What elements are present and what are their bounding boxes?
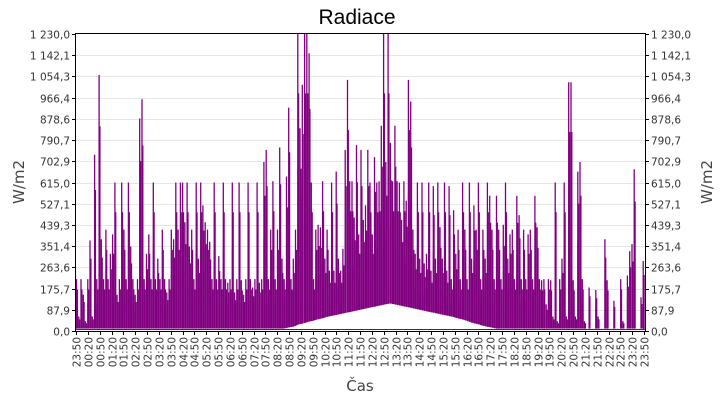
x-tick-label: 15:20 [439, 337, 451, 367]
x-tick-label: 00:50 [96, 337, 108, 367]
x-tick-label: 20:20 [557, 337, 569, 367]
x-tick-label: 19:20 [534, 337, 546, 367]
x-tick-label: 16:20 [463, 337, 475, 367]
x-tick-label: 15:50 [451, 337, 463, 367]
y-axis-label-right: W/m2 [698, 160, 716, 204]
baseline-envelope [76, 303, 645, 331]
y-tick-label: 1 054,3 [30, 72, 70, 84]
x-tick-label: 01:50 [119, 337, 131, 367]
x-tick-label: 10:20 [321, 337, 333, 367]
y-axis-label-left: W/m2 [10, 160, 28, 204]
x-tick-label: 03:20 [155, 337, 167, 367]
x-tick-label: 23:20 [628, 337, 640, 367]
y-tick-label: 1 230,0 [30, 30, 70, 42]
x-tick-label: 02:50 [143, 337, 155, 367]
x-tick-label: 06:50 [238, 337, 250, 367]
x-tick-label: 16:50 [474, 337, 486, 367]
y-tick-label: 175,7 [40, 285, 70, 297]
x-tick-label: 05:20 [202, 337, 214, 367]
x-tick-label: 23:50 [640, 337, 652, 367]
chart-title: Radiace [318, 6, 395, 29]
x-tick-label: 09:50 [309, 337, 321, 367]
y-tick-label-right: 966,4 [651, 94, 681, 106]
y-tick-label: 351,4 [40, 242, 70, 254]
x-tick-label: 06:20 [226, 337, 238, 367]
y-tick-label-right: 87,9 [651, 306, 674, 318]
x-tick-label: 13:20 [392, 337, 404, 367]
y-tick-label-right: 878,6 [651, 115, 681, 127]
x-tick-label: 23:50 [72, 337, 84, 367]
x-tick-label: 18:50 [522, 337, 534, 367]
y-tick-label-right: 790,7 [651, 136, 681, 148]
y-tick-label-right: 615,0 [651, 179, 681, 191]
series-spikes [75, 34, 645, 330]
y-tick-label: 702,9 [40, 157, 70, 169]
x-tick-label: 18:20 [510, 337, 522, 367]
x-tick-label: 02:20 [131, 337, 143, 367]
x-tick-label: 11:50 [356, 337, 368, 367]
y-tick-label: 527,1 [40, 200, 70, 212]
x-tick-label: 08:50 [285, 337, 297, 367]
x-axis: 23:50 00:20 00:50 01:20 01:50 02:20 02:50 03:20… [72, 331, 652, 367]
x-tick-label: 10:50 [332, 337, 344, 367]
y-tick-label: 966,4 [40, 94, 70, 106]
x-axis-label: Čas [346, 376, 374, 395]
y-tick-label-right: 439,3 [651, 221, 681, 233]
x-tick-label: 20:50 [569, 337, 581, 367]
x-tick-label: 04:50 [190, 337, 202, 367]
y-tick-label-right: 1 142,1 [651, 51, 691, 63]
x-tick-label: 14:20 [415, 337, 427, 367]
y-tick-label: 790,7 [40, 136, 70, 148]
x-tick-label: 01:20 [108, 337, 120, 367]
x-tick-label: 19:50 [545, 337, 557, 367]
y-tick-label-right: 1 054,3 [651, 72, 691, 84]
y-tick-label-right: 0,0 [651, 327, 668, 339]
x-tick-label: 11:20 [344, 337, 356, 367]
y-axis-right: 0,0 87,9 175,7 263,6 351,4 439,3 527,1 615,0 702… [645, 30, 691, 339]
y-tick-label: 263,6 [40, 263, 70, 275]
y-tick-label-right: 527,1 [651, 200, 681, 212]
x-tick-label: 14:50 [427, 337, 439, 367]
x-tick-label: 12:50 [380, 337, 392, 367]
y-tick-label-right: 1 230,0 [651, 30, 691, 42]
y-tick-label-right: 175,7 [651, 285, 681, 297]
x-tick-label: 04:20 [179, 337, 191, 367]
x-tick-label: 07:50 [261, 337, 273, 367]
y-tick-label: 87,9 [47, 306, 70, 318]
x-tick-label: 07:20 [250, 337, 262, 367]
x-tick-label: 13:50 [403, 337, 415, 367]
x-tick-label: 21:20 [581, 337, 593, 367]
x-tick-label: 05:50 [214, 337, 226, 367]
x-tick-label: 08:20 [273, 337, 285, 367]
x-tick-label: 22:50 [616, 337, 628, 367]
y-tick-label: 878,6 [40, 115, 70, 127]
y-tick-label: 0,0 [53, 327, 70, 339]
y-tick-label-right: 351,4 [651, 242, 681, 254]
x-tick-label: 22:20 [605, 337, 617, 367]
y-tick-label: 1 142,1 [30, 51, 70, 63]
y-axis-left: 0,0 87,9 175,7 263,6 351,4 439,3 527,1 615,0 702… [30, 30, 76, 339]
x-tick-label: 17:20 [486, 337, 498, 367]
y-tick-label-right: 263,6 [651, 263, 681, 275]
x-tick-label: 09:20 [297, 337, 309, 367]
x-tick-label: 17:50 [498, 337, 510, 367]
x-tick-label: 00:20 [84, 337, 96, 367]
x-tick-label: 03:50 [167, 337, 179, 367]
y-tick-label: 615,0 [40, 179, 70, 191]
y-tick-label-right: 702,9 [651, 157, 681, 169]
x-tick-label: 21:50 [593, 337, 605, 367]
x-tick-label: 12:20 [368, 337, 380, 367]
y-tick-label: 439,3 [40, 221, 70, 233]
data-series-radiace [75, 34, 645, 331]
